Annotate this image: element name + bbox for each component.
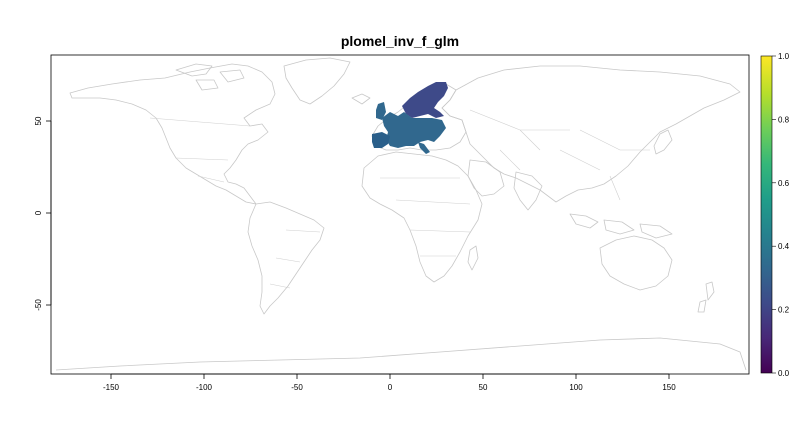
landmass-south-america [247, 201, 325, 315]
x-tick-label: 100 [569, 383, 583, 392]
y-tick-label: 50 [34, 116, 43, 125]
landmass-arctic-islands [175, 63, 245, 91]
country-borders [149, 109, 650, 289]
raster-british-isles [376, 102, 386, 120]
landmass-greenland [283, 57, 351, 105]
landmass-australia [599, 235, 673, 291]
map-panel [50, 54, 750, 375]
map-title: plomel_inv_f_glm [341, 33, 459, 49]
y-axis: 50 0 -50 [34, 116, 52, 311]
raster-central-europe [382, 112, 446, 148]
landmass-antarctica [55, 337, 747, 371]
legend-tick-label: 0.2 [778, 306, 790, 315]
raster-iberia [372, 132, 390, 148]
landmass-asia [441, 65, 741, 203]
y-tick-label: 0 [34, 210, 43, 215]
legend-tick-label: 0.4 [778, 242, 790, 251]
legend-tick-label: 0.8 [778, 115, 790, 124]
landmass-japan [653, 129, 673, 155]
x-tick-label: 50 [479, 383, 488, 392]
legend-colorbar [760, 55, 773, 374]
landmass-new-zealand [697, 281, 715, 313]
landmass-madagascar [467, 245, 479, 271]
world-basemap [55, 57, 747, 371]
prediction-raster [372, 82, 448, 154]
legend-ticks: 1.0 0.8 0.6 0.4 0.2 0.0 [772, 52, 790, 378]
color-legend: 1.0 0.8 0.6 0.4 0.2 0.0 [760, 52, 790, 378]
x-tick-label: -50 [291, 383, 303, 392]
x-tick-label: 150 [662, 383, 676, 392]
legend-tick-label: 1.0 [778, 52, 790, 61]
x-axis: -150 -100 -50 0 50 100 150 [103, 373, 676, 392]
raster-scandinavia [402, 82, 448, 118]
landmass-africa [361, 151, 483, 283]
x-tick-label: 0 [388, 383, 393, 392]
y-tick-label: -50 [34, 299, 43, 311]
legend-tick-label: 0.0 [778, 369, 790, 378]
raster-italy [418, 142, 430, 154]
landmass-iceland [351, 93, 371, 105]
landmass-indonesia [569, 213, 673, 239]
landmass-north-america [69, 63, 276, 205]
x-tick-label: -100 [196, 383, 213, 392]
landmass-india [513, 171, 543, 211]
legend-tick-label: 0.6 [778, 179, 790, 188]
x-tick-label: -150 [103, 383, 120, 392]
